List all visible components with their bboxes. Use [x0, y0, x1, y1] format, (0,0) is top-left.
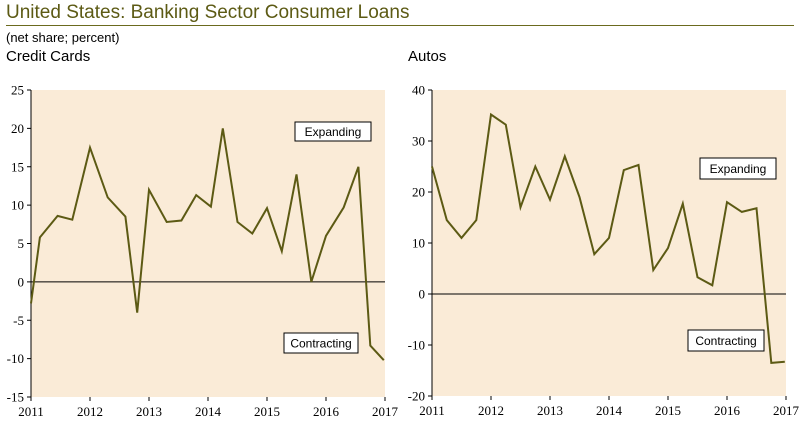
credit-cards-x-tick-label: 2014	[195, 404, 222, 419]
credit-cards-panel-title: Credit Cards	[6, 48, 91, 65]
credit-cards-y-tick-label: 5	[18, 236, 25, 251]
autos-y-tick-label: 20	[412, 185, 425, 200]
chart-main-title: United States: Banking Sector Consumer L…	[6, 2, 410, 23]
autos-x-tick-label: 2017	[773, 403, 800, 418]
credit-cards-y-tick-label: -15	[7, 390, 24, 405]
credit-cards-y-tick-label: 10	[11, 198, 24, 213]
autos-y-tick-label: 40	[412, 83, 425, 98]
credit-cards-x-tick-label: 2017	[372, 404, 399, 419]
credit-cards-x-tick-label: 2015	[254, 404, 280, 419]
autos-y-tick-label: -20	[408, 389, 425, 404]
credit-cards-y-tick-label: 0	[18, 274, 25, 289]
title-divider	[6, 25, 794, 26]
credit-cards-x-tick-label: 2011	[18, 404, 44, 419]
credit-cards-y-tick-label: -5	[13, 313, 24, 328]
autos-contracting-annotation-label: Contracting	[695, 334, 756, 348]
autos-x-tick-label: 2011	[419, 403, 445, 418]
credit-cards-x-tick-label: 2012	[77, 404, 103, 419]
autos-expanding-annotation-label: Expanding	[710, 162, 767, 176]
autos-x-tick-label: 2014	[596, 403, 623, 418]
credit-cards-expanding-annotation-label: Expanding	[305, 125, 362, 139]
credit-cards-y-tick-label: 15	[11, 159, 24, 174]
autos-chart-group: -20 -10 0 10 20 30 40 2011 2012 2013 2014 2015 2016 2…	[408, 83, 800, 419]
credit-cards-y-tick-label: 25	[11, 83, 24, 98]
autos-x-tick-label: 2012	[478, 403, 504, 418]
credit-cards-contracting-annotation-box	[283, 332, 359, 354]
credit-cards-contracting-annotation-label: Contracting	[290, 337, 351, 351]
autos-x-tick-label: 2016	[714, 403, 741, 418]
autos-y-tick-label: -10	[408, 338, 425, 353]
chart-subtitle: (net share; percent)	[6, 30, 120, 45]
credit-cards-x-tick-label: 2016	[313, 404, 340, 419]
autos-y-tick-label: 0	[419, 287, 426, 302]
autos-x-tick-label: 2013	[537, 403, 563, 418]
autos-series-line	[431, 112, 785, 364]
credit-cards-x-tick-label: 2013	[136, 404, 162, 419]
credit-cards-y-tick-label: -10	[7, 351, 24, 366]
autos-contracting-annotation-box	[687, 329, 765, 352]
credit-cards-expanding-annotation-box	[294, 121, 372, 142]
autos-y-tick-label: 30	[412, 134, 425, 149]
autos-y-tick-label: 10	[412, 236, 425, 251]
autos-panel-title: Autos	[408, 48, 447, 65]
credit-cards-chart-group: -15 -10 -5 0 5 10 15 20 25 2011 2012 2013 2014 2015 20…	[7, 83, 399, 420]
credit-cards-series-line	[30, 128, 385, 361]
credit-cards-y-tick-label: 20	[11, 121, 24, 136]
autos-x-tick-label: 2015	[655, 403, 681, 418]
autos-expanding-annotation-box	[699, 157, 777, 180]
